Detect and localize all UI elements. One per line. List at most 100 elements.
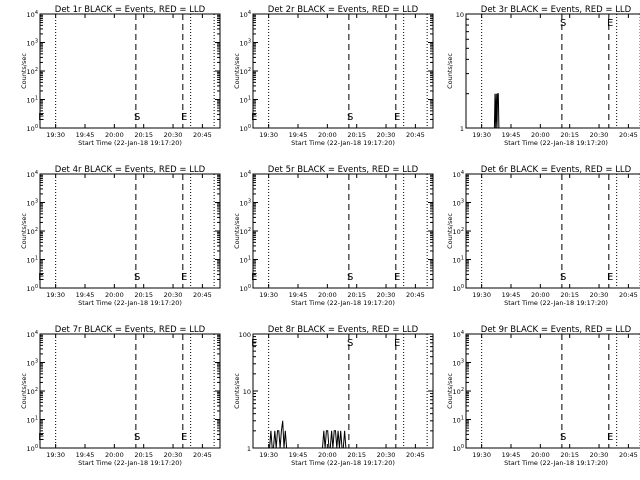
plot-frame [39, 13, 221, 129]
detector-panel: Det 5r BLACK = Events, RED = LLD 19:30 19:… [233, 165, 434, 307]
y-axis-label: Counts/sec [446, 53, 454, 89]
y-tick-label: 104 [27, 330, 38, 339]
plot-frame [39, 173, 221, 289]
events-line [269, 420, 347, 449]
x-tick-label: 19:45 [502, 451, 521, 459]
y-tick-label: 104 [453, 170, 464, 179]
x-tick-label: 19:30 [46, 291, 65, 299]
time-marker-label: S [560, 272, 566, 283]
y-tick-label: 102 [27, 67, 38, 76]
time-marker-label: E [394, 338, 400, 349]
y-axis-label: Counts/sec [233, 373, 241, 409]
x-tick-label: 19:45 [289, 291, 308, 299]
y-tick-label: 102 [240, 227, 251, 236]
x-tick-label: 20:30 [377, 291, 396, 299]
x-tick-label: 20:15 [347, 131, 366, 139]
x-axis-label: Start Time (22-Jan-18 19:17:20) [291, 459, 395, 467]
x-axis-label: Start Time (22-Jan-18 19:17:20) [78, 459, 182, 467]
detector-panel: Det 3r BLACK = Events, RED = LLD 19:30 19:… [446, 5, 640, 147]
y-tick-label: 104 [240, 10, 251, 19]
y-tick-label: 10 [243, 388, 251, 396]
y-tick-label: 102 [240, 67, 251, 76]
x-tick-label: 20:00 [105, 131, 124, 139]
x-tick-label: 20:00 [318, 291, 337, 299]
x-tick-label: 20:45 [193, 131, 212, 139]
panel-title: Det 4r BLACK = Events, RED = LLD [55, 165, 206, 175]
x-axis-label: Start Time (22-Jan-18 19:17:20) [504, 139, 608, 147]
x-tick-label: 20:15 [560, 451, 579, 459]
x-tick-label: 19:45 [76, 451, 95, 459]
x-tick-label: 19:30 [472, 291, 491, 299]
x-tick-label: 20:00 [318, 451, 337, 459]
x-tick-label: 20:00 [531, 291, 550, 299]
y-tick-label: 101 [453, 256, 464, 265]
panel-title: Det 3r BLACK = Events, RED = LLD [481, 5, 632, 15]
y-tick-label: 102 [453, 227, 464, 236]
plot-frame [252, 333, 434, 449]
x-tick-label: 20:45 [619, 451, 638, 459]
plot-frame [465, 173, 640, 289]
time-marker-label: E [38, 112, 44, 123]
y-tick-label: 103 [453, 359, 464, 368]
time-marker-label: E [607, 272, 613, 283]
time-marker-label: E [607, 18, 613, 29]
x-tick-label: 20:30 [590, 131, 609, 139]
x-tick-label: 20:15 [134, 131, 153, 139]
y-axis-label: Counts/sec [446, 373, 454, 409]
x-tick-label: 20:15 [347, 291, 366, 299]
time-marker-label: S [134, 272, 140, 283]
y-tick-label: 101 [27, 416, 38, 425]
x-tick-label: 20:15 [560, 131, 579, 139]
y-tick-label: 103 [240, 39, 251, 48]
panel-title: Det 5r BLACK = Events, RED = LLD [268, 165, 419, 175]
detector-panel: Det 1r BLACK = Events, RED = LLD 19:30 19:… [20, 5, 221, 147]
y-tick-label: 101 [27, 96, 38, 105]
x-tick-label: 20:45 [406, 451, 425, 459]
y-tick-label: 1 [247, 445, 251, 453]
y-tick-label: 101 [240, 256, 251, 265]
x-axis-label: Start Time (22-Jan-18 19:17:20) [504, 459, 608, 467]
panel-title: Det 1r BLACK = Events, RED = LLD [55, 5, 206, 15]
time-marker-label: E [394, 272, 400, 283]
time-marker-label: S [560, 18, 566, 29]
y-tick-label: 102 [453, 387, 464, 396]
events-line [493, 93, 500, 129]
y-tick-label: 104 [27, 10, 38, 19]
panel-title: Det 2r BLACK = Events, RED = LLD [268, 5, 419, 15]
x-tick-label: 20:45 [193, 451, 212, 459]
plot-frame [465, 13, 640, 129]
y-tick-label: 1 [460, 125, 464, 133]
x-axis-label: Start Time (22-Jan-18 19:17:20) [291, 139, 395, 147]
y-tick-label: 103 [240, 199, 251, 208]
x-tick-label: 20:15 [560, 291, 579, 299]
y-tick-label: 104 [453, 330, 464, 339]
time-marker-label: E [181, 112, 187, 123]
time-marker-label: S [134, 112, 140, 123]
x-tick-label: 19:45 [502, 291, 521, 299]
x-tick-label: 20:45 [619, 291, 638, 299]
time-marker-label: E [607, 432, 613, 443]
time-marker-label: E [394, 112, 400, 123]
y-tick-label: 103 [453, 199, 464, 208]
x-tick-label: 20:00 [531, 131, 550, 139]
panel-title: Det 8r BLACK = Events, RED = LLD [268, 325, 419, 335]
time-marker-label: E [251, 272, 257, 283]
x-tick-label: 19:30 [259, 131, 278, 139]
y-axis-label: Counts/sec [233, 53, 241, 89]
y-tick-label: 101 [27, 256, 38, 265]
x-tick-label: 19:30 [472, 131, 491, 139]
x-tick-label: 20:30 [377, 451, 396, 459]
y-tick-label: 100 [27, 284, 38, 293]
plot-frame [252, 173, 434, 289]
time-marker-label: S [134, 432, 140, 443]
x-axis-label: Start Time (22-Jan-18 19:17:20) [78, 139, 182, 147]
x-tick-label: 20:00 [318, 131, 337, 139]
x-tick-label: 20:30 [377, 131, 396, 139]
x-tick-label: 19:45 [502, 131, 521, 139]
plot-frame [39, 333, 221, 449]
time-marker-label: S [560, 432, 566, 443]
panel-title: Det 6r BLACK = Events, RED = LLD [481, 165, 632, 175]
y-axis-label: Counts/sec [233, 213, 241, 249]
x-tick-label: 20:15 [134, 451, 153, 459]
x-tick-label: 20:00 [105, 451, 124, 459]
